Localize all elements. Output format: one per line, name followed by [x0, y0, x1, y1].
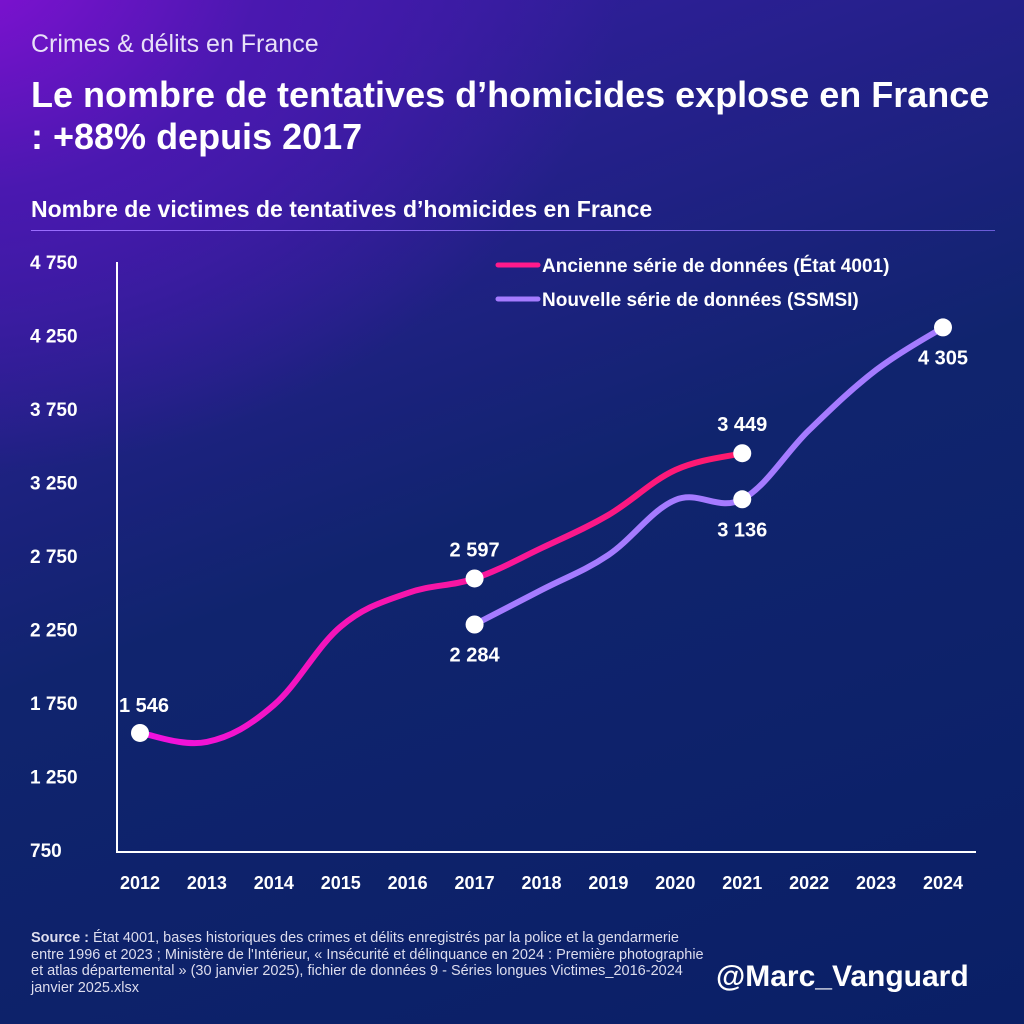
series-line-1	[137, 450, 746, 747]
source-label: Source :	[31, 930, 94, 946]
x-tick-label: 2023	[856, 873, 896, 893]
source-text: État 4001, bases historiques des crimes …	[31, 930, 704, 996]
x-tick-label: 2018	[521, 873, 561, 893]
x-tick-label: 2013	[187, 873, 227, 893]
x-tick-label: 2015	[321, 873, 361, 893]
author-handle: @Marc_Vanguard	[716, 960, 969, 993]
data-label: 2 284	[450, 645, 501, 667]
data-point	[465, 615, 484, 634]
y-tick-label: 2 750	[30, 547, 78, 568]
y-tick-label: 4 250	[30, 327, 78, 348]
y-tick-label: 1 750	[30, 694, 78, 715]
data-point	[131, 723, 149, 742]
data-label: 1 546	[119, 695, 169, 717]
data-label: 2 597	[450, 539, 500, 561]
legend-label: Ancienne série de données (État 4001)	[542, 255, 889, 277]
headline: Le nombre de tentatives d’homicides expl…	[31, 74, 990, 157]
x-tick-label: 2024	[923, 873, 963, 893]
x-tick-label: 2019	[588, 873, 628, 893]
data-point	[733, 490, 752, 509]
x-tick-label: 2012	[120, 873, 160, 893]
series-line-2	[471, 324, 946, 628]
data-point	[733, 444, 752, 463]
y-tick-label: 3 750	[30, 400, 78, 421]
y-tick-label: 750	[30, 841, 62, 862]
data-label: 4 305	[918, 347, 968, 369]
data-label: 3 136	[717, 519, 767, 541]
y-tick-label: 1 250	[30, 768, 78, 789]
y-tick-label: 3 250	[30, 474, 78, 495]
x-tick-label: 2022	[789, 873, 829, 893]
x-tick-label: 2021	[722, 873, 762, 893]
legend-label: Nouvelle série de données (SSMSI)	[542, 290, 859, 311]
x-tick-label: 2017	[455, 873, 495, 893]
kicker: Crimes & délits en France	[31, 30, 319, 58]
source-note: Source : État 4001, bases historiques de…	[31, 930, 711, 996]
data-label: 3 449	[717, 414, 767, 436]
x-tick-label: 2014	[254, 873, 294, 893]
divider	[31, 230, 995, 231]
x-tick-label: 2016	[388, 873, 428, 893]
x-tick-label: 2020	[655, 873, 695, 893]
chart-title: Nombre de victimes de tentatives d’homic…	[31, 196, 653, 222]
y-tick-label: 4 750	[30, 253, 78, 274]
data-point	[465, 569, 484, 588]
y-tick-label: 2 250	[30, 621, 78, 642]
data-point	[934, 318, 952, 337]
